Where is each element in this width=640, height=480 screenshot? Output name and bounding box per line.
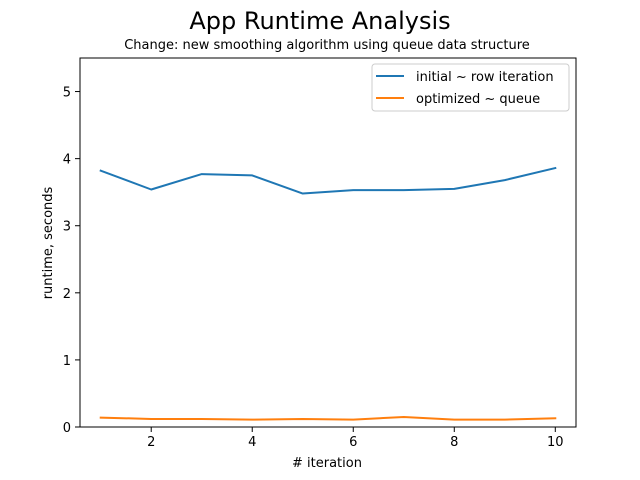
y-tick-label: 0 — [63, 421, 71, 436]
y-tick-label: 5 — [63, 86, 71, 101]
x-tick-label: 10 — [547, 435, 564, 450]
x-tick-label: 4 — [248, 435, 256, 450]
y-tick-label: 1 — [63, 354, 71, 369]
y-axis-label: runtime, seconds — [41, 186, 56, 299]
x-tick-label: 6 — [349, 435, 357, 450]
axes-frame — [79, 57, 577, 428]
y-tick-label: 2 — [63, 287, 71, 302]
plot-area: 2 4 6 8 10 0 1 2 3 4 5 initial ~ row iteration optim… — [63, 57, 577, 450]
x-axis-label: # iteration — [292, 456, 362, 471]
chart-title: App Runtime Analysis — [189, 7, 450, 35]
chart-subtitle: Change: new smoothing algorithm using qu… — [124, 38, 530, 53]
y-tick-label: 3 — [63, 220, 71, 235]
y-tick-label: 4 — [63, 153, 71, 168]
series-line-1 — [99, 166, 557, 195]
x-tick-label: 8 — [450, 435, 458, 450]
legend-label-1: initial ~ row iteration — [416, 70, 554, 85]
series-line-2 — [99, 415, 557, 421]
legend-box — [371, 63, 570, 112]
legend-label-2: optimized ~ queue — [416, 92, 540, 107]
x-tick-label: 2 — [147, 435, 155, 450]
